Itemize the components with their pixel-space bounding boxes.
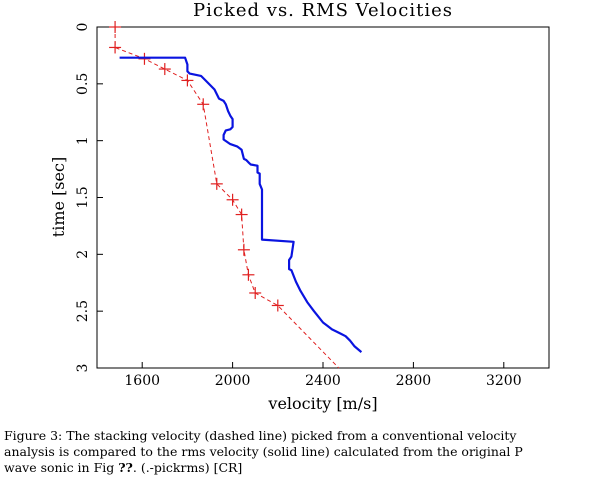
picked-velocity-marker <box>181 74 194 87</box>
y-tick-label: 1.5 <box>75 186 91 208</box>
x-tick-label: 2400 <box>305 373 341 389</box>
picked-velocity-marker <box>249 286 262 299</box>
caption-text-end: . (.-pickrms) [CR] <box>132 460 243 475</box>
chart: Picked vs. RMS Velocities 1600 2000 2400 28… <box>49 0 550 413</box>
y-tick-label: 0 <box>75 23 91 32</box>
rms-velocity-line <box>119 56 363 353</box>
y-axis-label: time [sec] <box>49 157 68 237</box>
picked-velocity-marker <box>235 208 248 221</box>
y-axis: 0 0.5 1 1.5 2 2.5 3 <box>75 23 103 373</box>
caption-line-2: analysis is compared to the rms velocity… <box>4 444 523 459</box>
figure-reference: ?? <box>118 460 133 475</box>
picked-velocity-marker <box>210 177 223 190</box>
picked-velocity-marker <box>109 41 122 54</box>
caption-line-1: Figure 3: The stacking velocity (dashed … <box>4 428 517 443</box>
picked-velocity-marker <box>158 63 171 76</box>
y-tick-label: 2 <box>75 250 91 259</box>
x-axis: 1600 2000 2400 2800 3200 <box>124 362 522 389</box>
x-axis-label: velocity [m/s] <box>267 394 377 413</box>
picked-velocity-marker <box>138 52 151 65</box>
picked-velocity-marker <box>237 243 250 256</box>
chart-title: Picked vs. RMS Velocities <box>193 0 453 21</box>
x-tick-label: 2000 <box>215 373 251 389</box>
picked-velocity-marker <box>271 299 284 312</box>
picked-velocity-marker <box>109 21 122 33</box>
picked-velocity-marker <box>197 98 210 111</box>
x-tick-label: 1600 <box>124 373 160 389</box>
picked-velocity-marker <box>226 193 239 206</box>
figure-caption: Figure 3: The stacking velocity (dashed … <box>4 428 598 476</box>
x-tick-label: 3200 <box>486 373 522 389</box>
y-tick-label: 2.5 <box>75 300 91 322</box>
y-tick-label: 1 <box>75 136 91 145</box>
series-layer <box>109 21 363 369</box>
picked-velocity-marker <box>242 268 255 281</box>
y-tick-label: 3 <box>75 364 91 373</box>
caption-line-3: wave sonic in Fig ??. (.-pickrms) [CR] <box>4 460 598 476</box>
caption-text: wave sonic in Fig <box>4 460 119 475</box>
x-tick-label: 2800 <box>396 373 432 389</box>
picked-velocity-line <box>114 27 340 369</box>
plot-frame <box>96 26 550 369</box>
y-tick-label: 0.5 <box>75 73 91 95</box>
